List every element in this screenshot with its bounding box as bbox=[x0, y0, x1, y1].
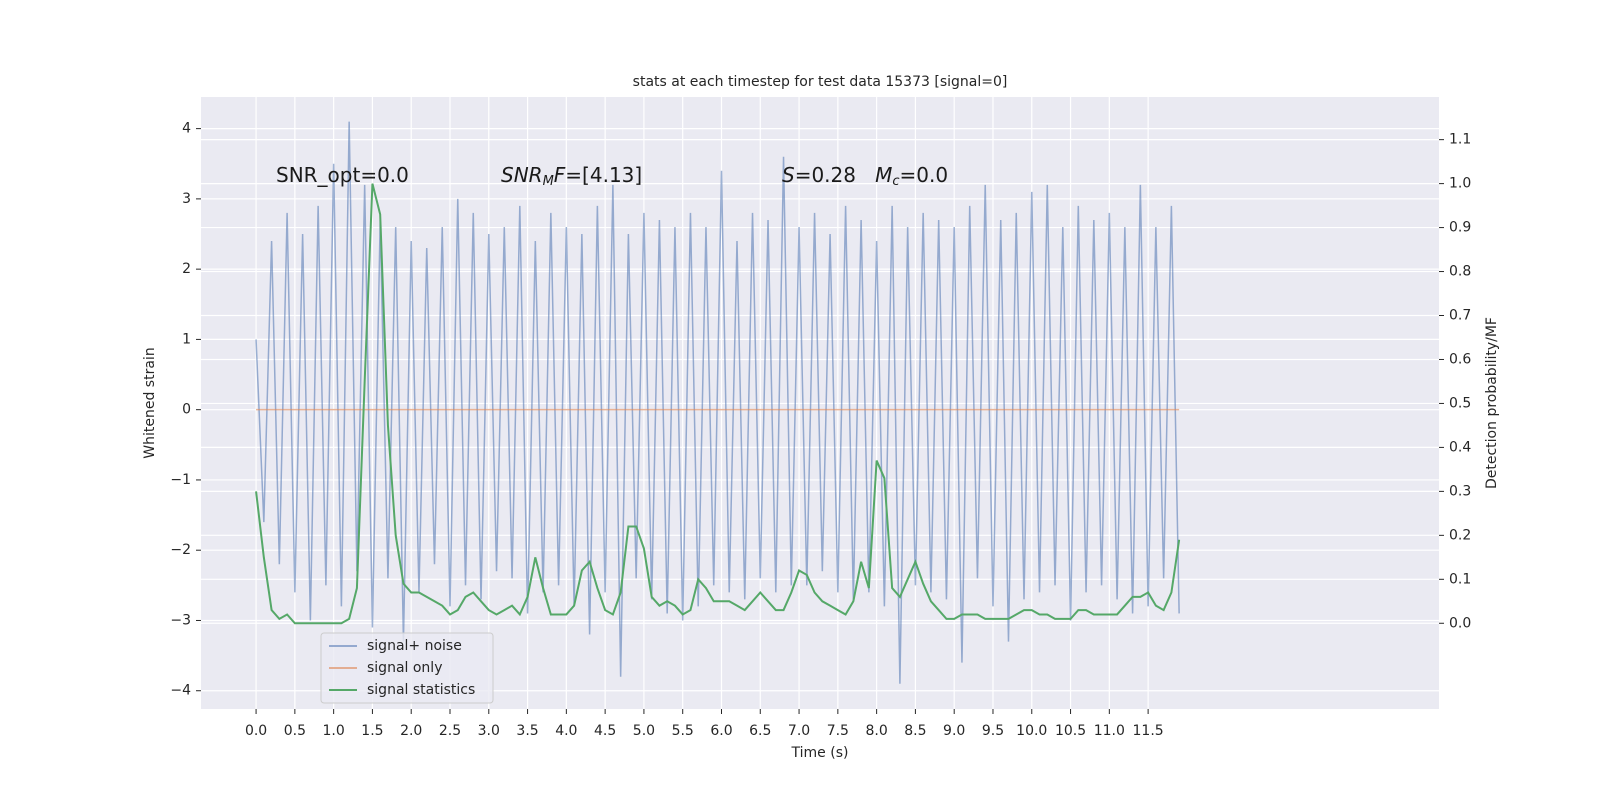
marks bbox=[255, 121, 1181, 684]
x-tick-label: 5.0 bbox=[633, 723, 655, 739]
x-tick-label: 11.0 bbox=[1094, 723, 1125, 739]
y2-tick-label: 0.6 bbox=[1449, 351, 1471, 367]
annotation-segment: =0.0 bbox=[900, 163, 949, 187]
x-tick-label: 10.5 bbox=[1055, 723, 1086, 739]
annotation-segment: S bbox=[782, 163, 795, 187]
y-tick-label: 0 bbox=[182, 402, 191, 418]
x-tick-label: 5.5 bbox=[672, 723, 694, 739]
y2-tick-label: 0.4 bbox=[1449, 439, 1471, 455]
x-tick-label: 3.5 bbox=[516, 723, 538, 739]
legend-label: signal+ noise bbox=[367, 638, 462, 654]
y-axis-label: Whitened strain bbox=[142, 347, 158, 458]
x-tick-label: 7.5 bbox=[827, 723, 849, 739]
annotation: SNRMF=[4.13] bbox=[501, 163, 642, 189]
chart-title: stats at each timestep for test data 153… bbox=[633, 74, 1008, 90]
legend-label: signal statistics bbox=[367, 682, 475, 698]
series-line bbox=[255, 183, 1181, 625]
y-tick-label: 4 bbox=[182, 121, 191, 137]
x-tick-label: 2.0 bbox=[400, 723, 422, 739]
y2-tick-label: 0.2 bbox=[1449, 527, 1471, 543]
x-tick-label: 10.0 bbox=[1016, 723, 1047, 739]
y-tick-label: −1 bbox=[170, 472, 191, 488]
legend-box bbox=[320, 632, 494, 704]
annotation-segment: =0.28 bbox=[795, 163, 875, 187]
y-tick-label: −3 bbox=[170, 612, 191, 628]
annotation-segment: M bbox=[543, 174, 554, 189]
y2-tick-label: 0.5 bbox=[1449, 395, 1471, 411]
y-tick-label: 3 bbox=[182, 191, 191, 207]
x-tick-label: 1.0 bbox=[323, 723, 345, 739]
legend-label: signal only bbox=[367, 660, 442, 676]
y2-tick-label: 0.7 bbox=[1449, 308, 1471, 324]
x-tick-label: 11.5 bbox=[1133, 723, 1164, 739]
y2-tick-label: 0.9 bbox=[1449, 220, 1471, 236]
labels: 0.0 0.5 1.0 1.5 2.0 2.5 3.0 3.5 4.0 4.5 5.0 5.5 6.0 6… bbox=[170, 121, 1471, 739]
x-tick-label: 9.0 bbox=[943, 723, 965, 739]
x-tick-label: 4.5 bbox=[594, 723, 616, 739]
annotation: SNR_opt=0.0 bbox=[276, 163, 409, 187]
y-tick-label: 1 bbox=[182, 331, 191, 347]
x-tick-label: 7.0 bbox=[788, 723, 810, 739]
x-tick-label: 9.5 bbox=[982, 723, 1004, 739]
y2-tick-label: 1.1 bbox=[1449, 132, 1471, 148]
x-tick-label: 2.5 bbox=[439, 723, 461, 739]
x-tick-label: 8.5 bbox=[904, 723, 926, 739]
annotation-segment: M bbox=[875, 163, 892, 187]
x-tick-label: 0.5 bbox=[284, 723, 306, 739]
annotation-segment: c bbox=[892, 174, 899, 189]
x-tick-label: 4.0 bbox=[555, 723, 577, 739]
y-tick-label: −2 bbox=[170, 542, 191, 558]
x-axis-label: Time (s) bbox=[791, 745, 849, 761]
x-tick-label: 6.5 bbox=[749, 723, 771, 739]
y2-tick-label: 0.1 bbox=[1449, 571, 1471, 587]
x-tick-label: 6.0 bbox=[710, 723, 732, 739]
annotation-segment: SNR bbox=[501, 163, 543, 187]
y2-tick-label: 1.0 bbox=[1449, 176, 1471, 192]
y2-tick-label: 0.0 bbox=[1449, 615, 1471, 631]
annotation-segment: =[4.13] bbox=[565, 163, 642, 187]
x-tick-label: 3.0 bbox=[478, 723, 500, 739]
x-tick-label: 0.0 bbox=[245, 723, 267, 739]
annotation-segment: SNR_opt=0.0 bbox=[276, 163, 409, 187]
series-line bbox=[255, 121, 1180, 684]
y2-tick-label: 0.8 bbox=[1449, 264, 1471, 280]
annotation-segment: F bbox=[554, 163, 566, 187]
y-tick-label: −4 bbox=[170, 683, 191, 699]
y2-axis-label: Detection probability/MF bbox=[1484, 317, 1500, 489]
x-tick-label: 8.0 bbox=[865, 723, 887, 739]
annotation: S=0.28 Mc=0.0 bbox=[782, 163, 948, 189]
y2-tick-label: 0.3 bbox=[1449, 483, 1471, 499]
y-tick-label: 2 bbox=[182, 261, 191, 277]
x-tick-label: 1.5 bbox=[361, 723, 383, 739]
